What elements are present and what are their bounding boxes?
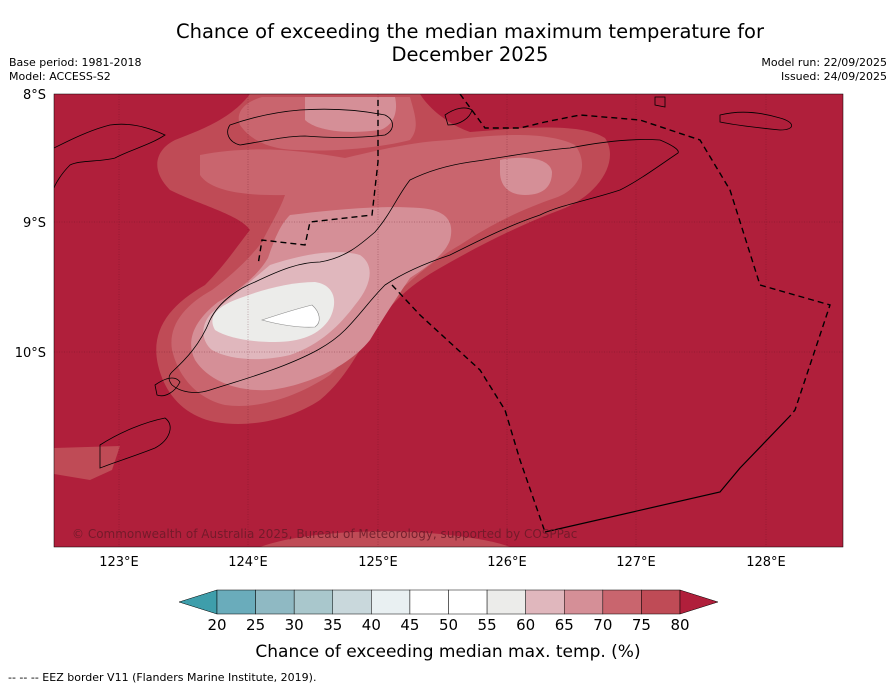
map-panel: © Commonwealth of Australia 2025, Bureau… [54,94,843,547]
title-line-2: December 2025 [391,43,549,66]
colorbar-cell [293,589,333,615]
lon-tick-label: 127°E [616,555,656,570]
model-run: Model run: 22/09/2025 [761,56,887,69]
colorbar-cell [564,589,604,615]
colorbar-tick-label: 60 [516,616,535,634]
colorbar-cell [409,589,449,615]
lat-tick-label: 8°S [23,88,46,103]
colorbar-cell [525,589,565,615]
colorbar-tick-label: 70 [593,616,612,634]
timor-coastline [168,139,679,393]
rote-coastline [154,377,181,397]
lon-tick-label: 126°E [487,555,527,570]
colorbar-tick-label: 25 [246,616,265,634]
lon-tick-label: 125°E [358,555,398,570]
lon-tick-label: 128°E [746,555,786,570]
axis-labels: 8°S 9°S 10°S 123°E 124°E 125°E 126°E 127… [15,88,786,570]
gridlines [54,94,843,547]
colorbar-cell [641,589,681,615]
colorbar-cell [371,589,411,615]
colorbar-tick-label: 55 [478,616,497,634]
contour-75-80-southwest [54,446,120,480]
base-period: Base period: 1981-2018 [9,56,142,69]
lat-tick-label: 10°S [15,346,46,361]
colorbar-tick-label: 50 [439,616,458,634]
map-border [53,93,844,548]
colorbar-tick-label: 40 [362,616,381,634]
colorbar-tick-label: 30 [285,616,304,634]
contour-65-70-east [500,157,552,195]
colorbar-cell [602,589,642,615]
colorbar-extend-low [178,589,218,615]
lat-tick-label: 9°S [23,216,46,231]
colorbar-tick-label: 80 [670,616,689,634]
title-line-1: Chance of exceeding the median maximum t… [175,20,765,43]
colorbar-tick-label: 65 [555,616,574,634]
islet-coastline [654,96,666,108]
colorbar-extend-high [679,589,719,615]
flores-coastline [54,123,166,189]
contour-65-70 [305,97,397,132]
metadata-right: Model run: 22/09/2025 Issued: 24/09/2025 [761,56,887,84]
metadata-left: Base period: 1981-2018 Model: ACCESS-S2 [9,56,141,84]
lon-tick-label: 123°E [99,555,139,570]
eez-border-solid [544,415,791,533]
sumba-coastline [99,417,171,469]
colorbar-tick-label: 45 [400,616,419,634]
contour-75-80-south [260,531,510,547]
colorbar-cell [448,589,488,615]
colorbar-label: Chance of exceeding median max. temp. (%… [255,642,640,662]
eez-border-south [391,284,546,533]
colorbar-cell [486,589,526,615]
colorbar-tick-label: 75 [632,616,651,634]
colorbar-tick-label: 35 [323,616,342,634]
model-name: Model: ACCESS-S2 [9,70,111,83]
eez-legend-note: -- -- -- EEZ border V11 (Flanders Marine… [8,671,317,684]
colorbar-tick-label: 20 [207,616,226,634]
copyright-notice: © Commonwealth of Australia 2025, Bureau… [72,527,577,541]
eez-border-west [459,94,831,417]
barat-daya-coastline [719,111,793,131]
alor-coastline [227,108,393,146]
lon-tick-label: 124°E [228,555,268,570]
contour-50-55 [260,304,320,328]
eez-borders [257,94,831,533]
colorbar-cell [216,589,256,615]
eez-border-timor [257,100,379,266]
chart-title: Chance of exceeding the median maximum t… [0,20,896,66]
issued-date: Issued: 24/09/2025 [780,70,887,83]
colorbar: 20 25 30 35 40 45 50 55 60 65 70 75 80 [178,589,719,634]
colorbar-cell [255,589,295,615]
colorbar-cell [332,589,372,615]
coastlines [54,96,793,469]
